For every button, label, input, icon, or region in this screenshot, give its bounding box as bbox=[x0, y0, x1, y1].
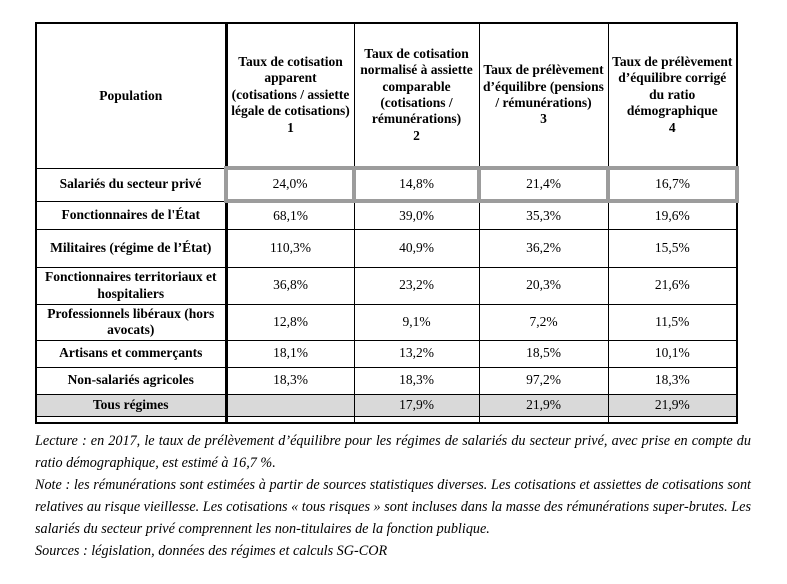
col-header-prelevement-equilibre: Taux de prélèvement d’équilibre (pension… bbox=[478, 22, 609, 169]
cell-value bbox=[225, 393, 355, 417]
spacer-cell bbox=[478, 415, 609, 423]
table-row-fonctionnaires-etat: Fonctionnaires de l'État 68,1% 39,0% 35,… bbox=[35, 200, 738, 230]
spacer-cell bbox=[607, 415, 738, 423]
col-header-taux-normalise: Taux de cotisation normalisé à assiette … bbox=[353, 22, 480, 169]
table-row-non-salaries-agricoles: Non-salariés agricoles 18,3% 18,3% 97,2%… bbox=[35, 366, 738, 395]
col-header-taux-apparent: Taux de cotisation apparent (cotisations… bbox=[225, 22, 355, 169]
cell-value: 9,1% bbox=[353, 303, 480, 341]
cell-value: 24,0% bbox=[224, 166, 356, 203]
cell-value: 18,5% bbox=[478, 339, 609, 368]
table-row-tous-regimes: Tous régimes 17,9% 21,9% 21,9% bbox=[35, 393, 738, 417]
spacer-cell bbox=[35, 415, 228, 423]
row-label: Militaires (régime de l’État) bbox=[35, 228, 228, 268]
cell-value: 18,1% bbox=[225, 339, 355, 368]
cell-value: 20,3% bbox=[478, 266, 609, 305]
lecture-note: Lecture : en 2017, le taux de prélèvemen… bbox=[35, 433, 751, 471]
row-label: Artisans et commerçants bbox=[35, 339, 228, 368]
row-label: Professionnels libéraux (hors avocats) bbox=[35, 303, 228, 341]
cell-value: 23,2% bbox=[353, 266, 480, 305]
cell-value: 18,3% bbox=[607, 366, 738, 395]
spacer-cell bbox=[353, 415, 480, 423]
cell-value: 14,8% bbox=[352, 166, 481, 203]
cell-value: 15,5% bbox=[607, 228, 738, 268]
col-header-prelevement-corrige: Taux de prélèvement d’équilibre corrigé … bbox=[607, 22, 738, 169]
header-row: Population Taux de cotisation apparent (… bbox=[35, 22, 738, 169]
table-row-salaries-prive: Salariés du secteur privé 24,0% 14,8% 21… bbox=[35, 166, 739, 203]
cell-value: 19,6% bbox=[607, 200, 738, 230]
row-label: Fonctionnaires territoriaux et hospitali… bbox=[35, 266, 228, 305]
cell-value: 39,0% bbox=[353, 200, 480, 230]
cell-value: 17,9% bbox=[353, 393, 480, 417]
cell-value: 18,3% bbox=[225, 366, 355, 395]
table-row-fonctionnaires-territoriaux: Fonctionnaires territoriaux et hospitali… bbox=[35, 266, 738, 305]
cell-value: 13,2% bbox=[353, 339, 480, 368]
rates-table: Population Taux de cotisation apparent (… bbox=[35, 22, 739, 424]
cell-value: 36,8% bbox=[225, 266, 355, 305]
cell-value: 40,9% bbox=[353, 228, 480, 268]
row-label: Tous régimes bbox=[35, 393, 228, 417]
cell-value: 21,9% bbox=[607, 393, 738, 417]
cell-value: 16,7% bbox=[606, 166, 739, 203]
cell-value: 97,2% bbox=[478, 366, 609, 395]
methodology-note: Note : les rémunérations sont estimées à… bbox=[35, 477, 751, 537]
table-row-professionnels-liberaux: Professionnels libéraux (hors avocats) 1… bbox=[35, 303, 738, 341]
cell-value: 110,3% bbox=[225, 228, 355, 268]
sources-note: Sources : législation, données des régim… bbox=[35, 543, 388, 559]
cell-value: 10,1% bbox=[607, 339, 738, 368]
cell-value: 21,9% bbox=[478, 393, 609, 417]
table-row-militaires: Militaires (régime de l’État) 110,3% 40,… bbox=[35, 228, 738, 268]
cell-value: 36,2% bbox=[478, 228, 609, 268]
table-row-artisans-commercants: Artisans et commerçants 18,1% 13,2% 18,5… bbox=[35, 339, 738, 368]
row-label: Salariés du secteur privé bbox=[35, 167, 228, 202]
row-label: Non-salariés agricoles bbox=[35, 366, 228, 395]
cell-value: 12,8% bbox=[225, 303, 355, 341]
footnotes: Lecture : en 2017, le taux de prélèvemen… bbox=[35, 430, 751, 562]
table-bottom-spacer-row bbox=[35, 415, 738, 423]
cell-value: 18,3% bbox=[353, 366, 480, 395]
cell-value: 35,3% bbox=[478, 200, 609, 230]
spacer-cell bbox=[225, 415, 355, 423]
cell-value: 11,5% bbox=[607, 303, 738, 341]
col-header-population: Population bbox=[35, 22, 228, 169]
cell-value: 21,4% bbox=[477, 166, 610, 203]
cell-value: 21,6% bbox=[607, 266, 738, 305]
cell-value: 68,1% bbox=[225, 200, 355, 230]
cell-value: 7,2% bbox=[478, 303, 609, 341]
row-label: Fonctionnaires de l'État bbox=[35, 200, 228, 230]
